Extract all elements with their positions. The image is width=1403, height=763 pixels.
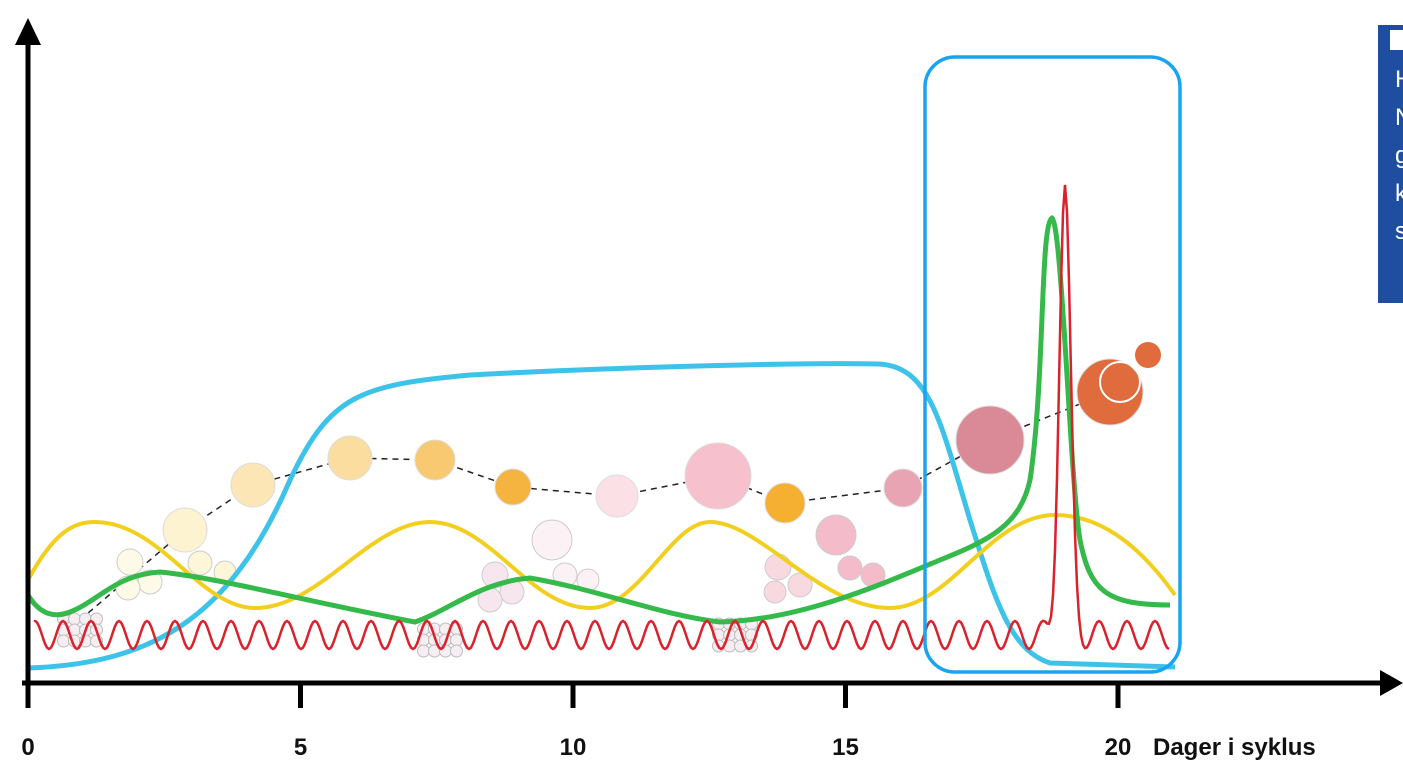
x-ticks: 0 5 10 15 20 <box>21 683 1131 761</box>
follicle <box>328 436 372 480</box>
y-arrow <box>15 18 41 45</box>
tick-label: 0 <box>21 734 34 761</box>
tick-label: 5 <box>294 734 307 761</box>
x-arrow <box>1380 670 1403 696</box>
panel-text: HNgks <box>1395 66 1403 245</box>
follicle <box>764 581 786 603</box>
panel-line: N <box>1395 104 1403 131</box>
panel-line: k <box>1395 180 1403 207</box>
follicle <box>415 440 455 480</box>
follicle <box>884 469 922 507</box>
panel-line: s <box>1395 218 1403 245</box>
x-axis-label: Dager i syklus <box>1153 734 1316 761</box>
panel-line: g <box>1395 142 1403 169</box>
follicle <box>188 551 212 575</box>
follicle-small <box>440 645 452 657</box>
follicle-small <box>69 613 81 625</box>
follicle <box>1077 359 1143 425</box>
follicle <box>838 556 862 580</box>
tick-label: 10 <box>560 734 587 761</box>
follicle <box>231 463 275 507</box>
diagram: 0 5 10 15 20 Dager i syklus HNgks <box>0 0 1403 763</box>
tick-label: 20 <box>1105 734 1132 761</box>
tick-label: 15 <box>832 734 859 761</box>
follicle <box>765 554 791 580</box>
follicle <box>816 515 856 555</box>
follicle <box>532 520 572 560</box>
follicle-small <box>418 645 430 657</box>
follicle-small <box>451 645 463 657</box>
page: {"axis": {"ticks": [0, 5, 10, 15, 20], "… <box>0 0 1403 763</box>
follicles <box>58 342 1162 657</box>
follicle <box>765 483 805 523</box>
follicle <box>163 508 207 552</box>
panel-line: H <box>1395 66 1403 93</box>
follicle <box>956 406 1024 474</box>
follicle <box>117 549 143 575</box>
follicle-small <box>58 635 70 647</box>
panel-icon <box>1390 30 1403 50</box>
follicle <box>596 475 638 517</box>
follicle <box>1135 342 1161 368</box>
follicle-small <box>451 634 463 646</box>
follicle <box>685 443 751 509</box>
follicle <box>495 469 531 505</box>
